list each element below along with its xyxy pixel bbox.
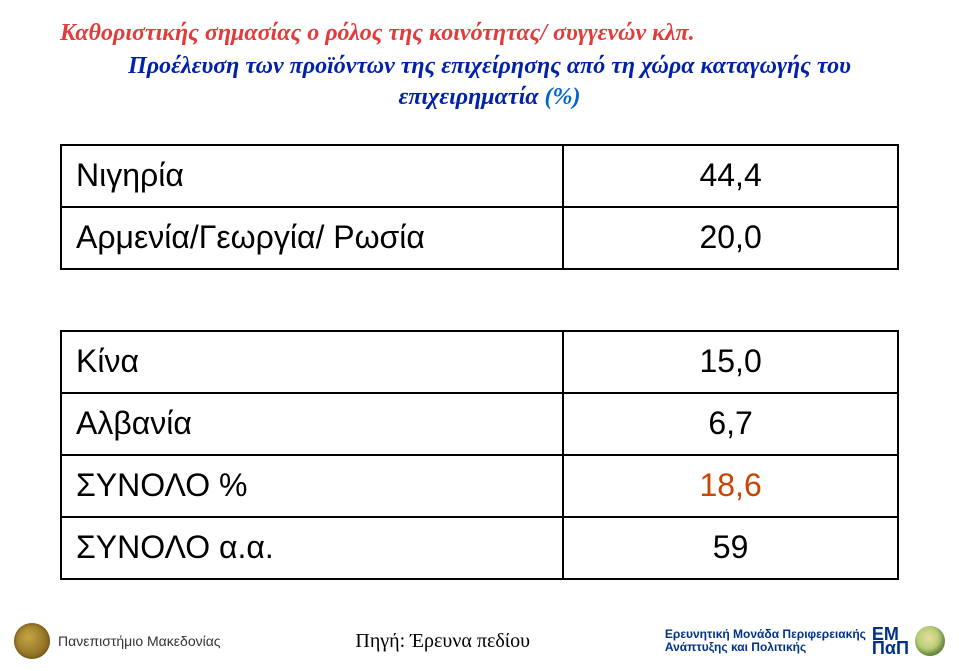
data-table-wrap: Νιγηρία 44,4 Αρμενία/Γεωργία/ Ρωσία 20,0… (60, 144, 899, 580)
row-value: 44,4 (563, 145, 898, 207)
table-row-total-abs: ΣΥΝΟΛΟ α.α. 59 (61, 517, 898, 579)
table-row-total-pct: ΣΥΝΟΛΟ % 18,6 (61, 455, 898, 517)
table-row: Αρμενία/Γεωργία/ Ρωσία 20,0 (61, 207, 898, 269)
table-row: Νιγηρία 44,4 (61, 145, 898, 207)
table-spacer (61, 269, 898, 331)
row-label: ΣΥΝΟΛΟ % (61, 455, 563, 517)
footer-left: Πανεπιστήμιο Μακεδονίας (14, 623, 221, 659)
row-value: 6,7 (563, 393, 898, 455)
row-label: ΣΥΝΟΛΟ α.α. (61, 517, 563, 579)
title-pct: (%) (545, 84, 581, 110)
row-value: 20,0 (563, 207, 898, 269)
data-table: Νιγηρία 44,4 Αρμενία/Γεωργία/ Ρωσία 20,0… (60, 144, 899, 580)
title-main: Προέλευση των προϊόντων της επιχείρησης … (128, 53, 851, 110)
table-row: Κίνα 15,0 (61, 331, 898, 393)
title-line-2: Προέλευση των προϊόντων της επιχείρησης … (60, 51, 919, 113)
research-unit-text: Ερευνητική Μονάδα Περιφερειακής Ανάπτυξη… (665, 628, 866, 654)
row-label: Κίνα (61, 331, 563, 393)
unit-line-2: Ανάπτυξης και Πολιτικής (665, 641, 866, 654)
row-label: Αλβανία (61, 393, 563, 455)
university-logo-icon (14, 623, 50, 659)
footer-right: Ερευνητική Μονάδα Περιφερειακής Ανάπτυξη… (665, 626, 945, 656)
row-value: 18,6 (563, 455, 898, 517)
footer: Πανεπιστήμιο Μακεδονίας Πηγή: Έρευνα πεδ… (0, 617, 959, 671)
title-block: Καθοριστικής σημασίας ο ρόλος της κοινότ… (0, 0, 959, 114)
row-value: 15,0 (563, 331, 898, 393)
logo-bot: ΠαΠ (872, 641, 909, 655)
footer-source: Πηγή: Έρευνα πεδίου (355, 630, 530, 653)
row-value: 59 (563, 517, 898, 579)
university-name: Πανεπιστήμιο Μακεδονίας (58, 633, 221, 649)
row-label: Αρμενία/Γεωργία/ Ρωσία (61, 207, 563, 269)
table-row: Αλβανία 6,7 (61, 393, 898, 455)
title-line-1: Καθοριστικής σημασίας ο ρόλος της κοινότ… (60, 18, 919, 49)
empap-logo-icon: ΕΜ ΠαΠ (872, 627, 909, 656)
row-label: Νιγηρία (61, 145, 563, 207)
globe-icon (915, 626, 945, 656)
